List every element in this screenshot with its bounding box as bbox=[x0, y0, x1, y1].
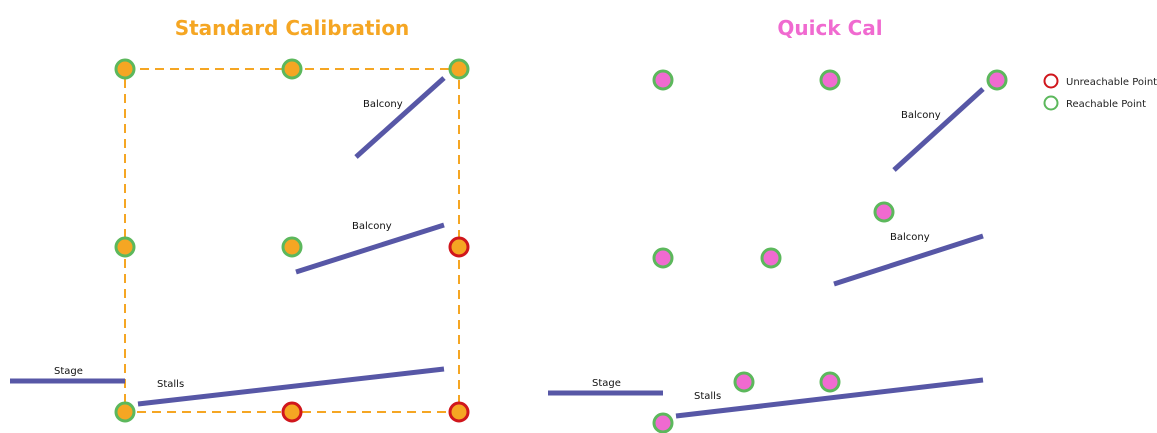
balcony-upper-label: Balcony bbox=[363, 99, 403, 110]
reachable-point bbox=[733, 371, 755, 393]
balcony-upper-surface bbox=[892, 87, 985, 172]
legend-unreachable-label: Unreachable Point bbox=[1066, 77, 1157, 88]
reachable-point bbox=[448, 58, 470, 80]
balcony-lower-surface bbox=[295, 222, 445, 275]
unreachable-point bbox=[448, 236, 470, 258]
balcony-upper-surface bbox=[354, 76, 446, 159]
reachable-point bbox=[819, 69, 841, 91]
standard-measurement-points bbox=[114, 58, 470, 423]
reachable-point bbox=[114, 58, 136, 80]
stalls-label: Stalls bbox=[157, 379, 184, 390]
reachable-point bbox=[114, 401, 136, 423]
stage-label: Stage bbox=[54, 366, 83, 377]
quick-measurement-points bbox=[652, 69, 1008, 433]
unreachable-point bbox=[281, 401, 303, 423]
reachable-point bbox=[281, 236, 303, 258]
legend-reachable-label: Reachable Point bbox=[1066, 99, 1146, 110]
legend: Unreachable Point Reachable Point bbox=[1043, 73, 1157, 111]
stalls-surface bbox=[675, 377, 984, 419]
unreachable-point bbox=[448, 401, 470, 423]
stalls-surface bbox=[137, 366, 445, 407]
reachable-point-legend-icon bbox=[1043, 95, 1059, 111]
reachable-point bbox=[986, 69, 1008, 91]
quick-cal-title: Quick Cal bbox=[777, 16, 882, 40]
balcony-lower-label: Balcony bbox=[890, 232, 930, 243]
reachable-point bbox=[873, 201, 895, 223]
reachable-point bbox=[819, 371, 841, 393]
reachable-point bbox=[652, 69, 674, 91]
reachable-point bbox=[114, 236, 136, 258]
balcony-lower-surface bbox=[833, 233, 984, 287]
stage-label: Stage bbox=[592, 378, 621, 389]
unreachable-point-legend-icon bbox=[1043, 73, 1059, 89]
balcony-lower-label: Balcony bbox=[352, 221, 392, 232]
stalls-label: Stalls bbox=[694, 391, 721, 402]
reachable-point bbox=[760, 247, 782, 269]
reachable-point bbox=[281, 58, 303, 80]
reachable-point bbox=[652, 247, 674, 269]
reachable-point bbox=[652, 412, 674, 433]
standard-calibration-title: Standard Calibration bbox=[175, 16, 410, 40]
balcony-upper-label: Balcony bbox=[901, 110, 941, 121]
